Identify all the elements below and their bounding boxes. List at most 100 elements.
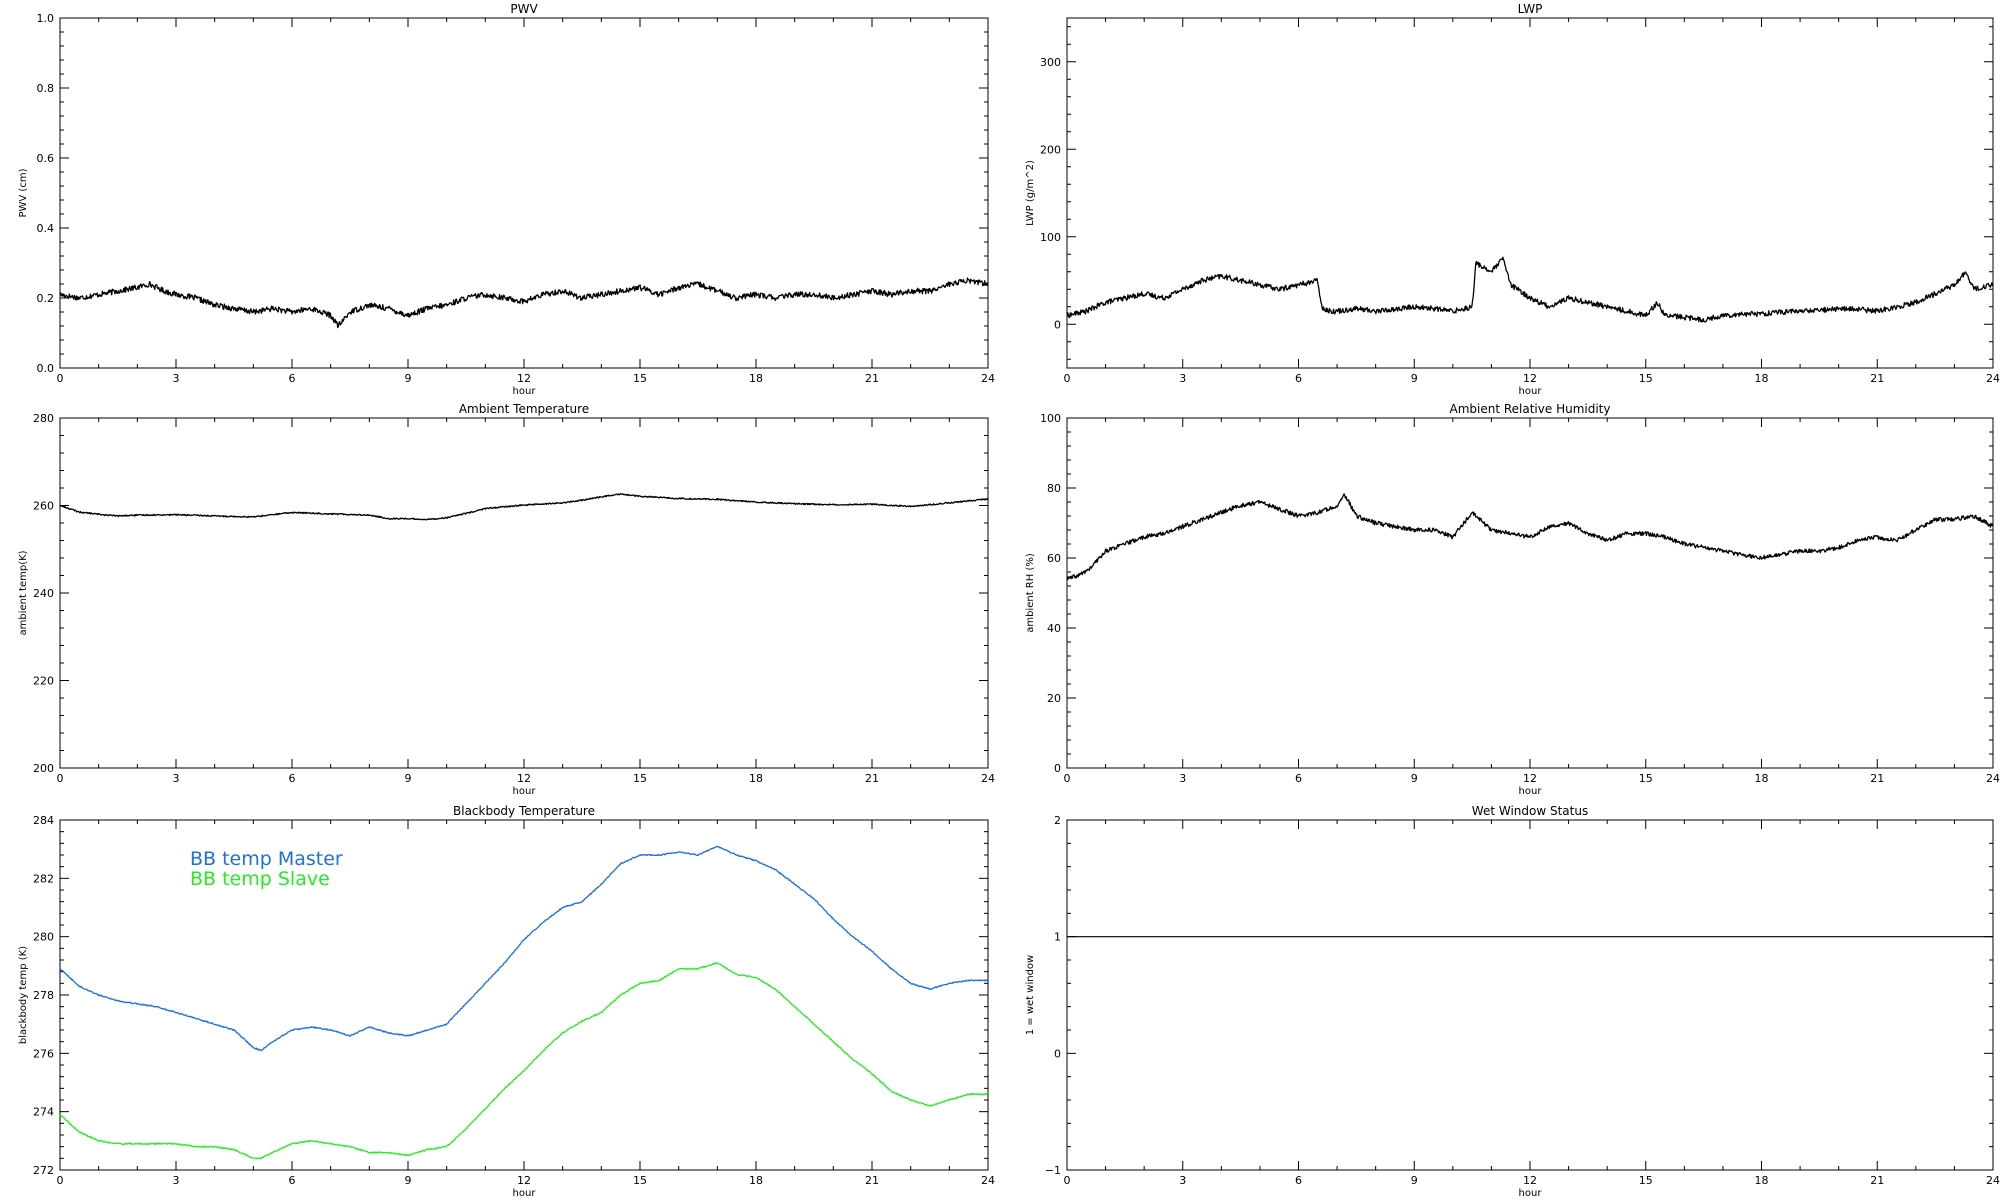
x-tick-label: 24 <box>1986 1174 2000 1187</box>
y-tick-label: 0 <box>1054 318 1061 331</box>
x-tick-label: 15 <box>633 1174 647 1187</box>
x-tick-label: 24 <box>1986 372 2000 385</box>
x-tick-label: 3 <box>173 372 180 385</box>
y-tick-label: 2 <box>1054 814 1061 827</box>
y-axis-label: 1 = wet window <box>1025 955 1036 1035</box>
x-tick-label: 24 <box>981 1174 995 1187</box>
x-tick-label: 12 <box>517 1174 531 1187</box>
x-tick-label: 0 <box>1064 372 1071 385</box>
plot-frame <box>1066 17 1994 369</box>
y-tick-label: 276 <box>33 1047 54 1060</box>
x-tick-label: 3 <box>1179 772 1186 785</box>
chart-title: Blackbody Temperature <box>453 804 595 818</box>
x-tick-label: 15 <box>1639 1174 1653 1187</box>
x-tick-label: 15 <box>633 772 647 785</box>
series-line <box>60 277 988 329</box>
x-tick-label: 0 <box>1064 1174 1071 1187</box>
x-tick-label: 9 <box>1411 1174 1418 1187</box>
x-axis-label: hour <box>513 786 537 797</box>
x-tick-label: 18 <box>1755 372 1769 385</box>
y-tick-label: −1 <box>1045 1164 1061 1177</box>
y-tick-label: 280 <box>33 931 54 944</box>
x-tick-label: 18 <box>1755 772 1769 785</box>
series-line <box>1067 493 1993 581</box>
x-tick-label: 21 <box>1870 1174 1884 1187</box>
x-tick-label: 9 <box>1411 372 1418 385</box>
x-tick-label: 24 <box>981 372 995 385</box>
x-tick-label: 24 <box>981 772 995 785</box>
x-tick-label: 6 <box>289 1174 296 1187</box>
y-axis-label: PWV (cm) <box>18 168 29 217</box>
x-tick-label: 12 <box>1523 1174 1537 1187</box>
x-tick-label: 3 <box>173 772 180 785</box>
chart-title: Ambient Relative Humidity <box>1450 402 1611 416</box>
y-tick-label: 100 <box>1040 231 1061 244</box>
plot-frame <box>1066 819 1994 1171</box>
y-axis-label: blackbody temp (K) <box>18 946 29 1044</box>
x-tick-label: 6 <box>1295 372 1302 385</box>
y-tick-label: 220 <box>33 675 54 688</box>
y-tick-label: 272 <box>33 1164 54 1177</box>
x-tick-label: 21 <box>1870 372 1884 385</box>
x-tick-label: 15 <box>1639 772 1653 785</box>
y-tick-label: 60 <box>1047 552 1061 565</box>
y-tick-label: 240 <box>33 587 54 600</box>
y-axis-label: ambient RH (%) <box>1025 553 1036 633</box>
y-tick-label: 0.6 <box>37 152 55 165</box>
plot-frame <box>59 417 989 769</box>
y-axis-label: ambient temp(K) <box>18 550 29 635</box>
y-tick-label: 274 <box>33 1106 54 1119</box>
chart-ambient-relative-humidity: 0 3 6 9 12 15 18 21 24 0 20 40 60 80 100 Ambient Relati… <box>1025 402 2000 797</box>
x-tick-label: 6 <box>1295 772 1302 785</box>
x-tick-label: 9 <box>405 372 412 385</box>
plot-frame <box>59 17 989 369</box>
x-tick-label: 21 <box>865 1174 879 1187</box>
chart-title: LWP <box>1518 2 1543 16</box>
x-tick-label: 18 <box>749 1174 763 1187</box>
x-tick-label: 6 <box>289 772 296 785</box>
x-axis-label: hour <box>1519 386 1543 397</box>
x-tick-label: 18 <box>1755 1174 1769 1187</box>
x-tick-label: 0 <box>57 372 64 385</box>
x-tick-label: 12 <box>1523 372 1537 385</box>
y-tick-label: 100 <box>1040 412 1061 425</box>
y-tick-label: 0.2 <box>37 292 55 305</box>
y-tick-label: 280 <box>33 412 54 425</box>
chart-title: Ambient Temperature <box>459 402 589 416</box>
x-tick-label: 0 <box>1064 772 1071 785</box>
y-tick-label: 0.8 <box>37 82 55 95</box>
y-tick-label: 40 <box>1047 622 1061 635</box>
chart-title: Wet Window Status <box>1472 804 1588 818</box>
x-tick-label: 3 <box>173 1174 180 1187</box>
legend-entry: BB temp Slave <box>190 868 330 890</box>
y-tick-label: 282 <box>33 872 54 885</box>
x-tick-label: 3 <box>1179 1174 1186 1187</box>
chart-lwp: 0 3 6 9 12 15 18 21 24 0 100 200 300 LWP hour LWP (g/m^… <box>1025 2 2000 397</box>
y-tick-label: 260 <box>33 500 54 513</box>
x-tick-label: 0 <box>57 1174 64 1187</box>
y-tick-label: 80 <box>1047 482 1061 495</box>
x-tick-label: 24 <box>1986 772 2000 785</box>
x-tick-label: 9 <box>1411 772 1418 785</box>
y-tick-label: 0 <box>1054 1047 1061 1060</box>
y-tick-label: 20 <box>1047 692 1061 705</box>
chart-title: PWV <box>510 2 538 16</box>
y-tick-label: 278 <box>33 989 54 1002</box>
x-axis-label: hour <box>513 1188 537 1199</box>
y-tick-label: 1.0 <box>37 12 55 25</box>
y-axis-label: LWP (g/m^2) <box>1025 160 1036 226</box>
x-tick-label: 6 <box>1295 1174 1302 1187</box>
x-tick-label: 0 <box>57 772 64 785</box>
y-tick-label: 0.0 <box>37 362 55 375</box>
series-line <box>60 493 988 521</box>
x-tick-label: 3 <box>1179 372 1186 385</box>
x-tick-label: 21 <box>865 372 879 385</box>
x-tick-label: 6 <box>289 372 296 385</box>
x-tick-label: 15 <box>633 372 647 385</box>
y-tick-label: 300 <box>1040 56 1061 69</box>
series-line <box>60 845 988 1052</box>
legend-entry: BB temp Master <box>190 848 343 870</box>
series-line <box>60 962 988 1160</box>
